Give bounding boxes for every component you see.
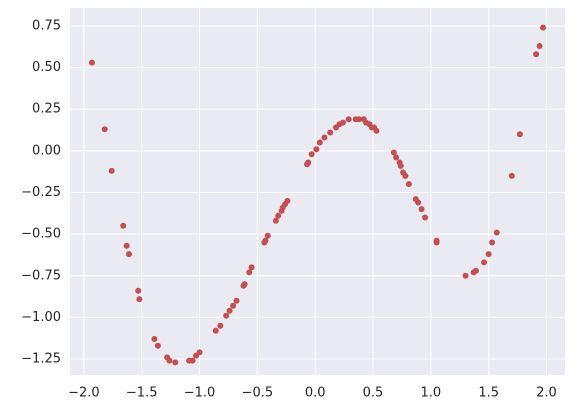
point [485,251,492,258]
y-tick-label: −1.00 [21,310,61,325]
x-tick-label: 1.0 [420,386,441,401]
point [493,229,500,236]
point [101,126,108,133]
point [472,267,479,274]
y-tick-label: −0.75 [21,268,61,283]
point [226,307,233,314]
point [88,59,95,66]
point [393,154,400,161]
point [422,214,429,221]
point [123,242,130,249]
x-tick-label: −1.5 [126,386,158,401]
point [390,149,397,156]
point [154,342,161,349]
x-tick-label: −0.5 [242,386,274,401]
point [339,119,346,126]
point [151,336,158,343]
point [230,302,237,309]
point [313,146,320,153]
point [135,287,142,294]
point [166,357,173,364]
y-tick-label: 0.25 [32,102,61,117]
point [275,212,282,219]
y-tick-label: −0.50 [21,227,61,242]
point [397,162,404,169]
point [305,159,312,166]
point [284,197,291,204]
point [536,42,543,49]
y-tick-label: −1.25 [21,352,61,367]
x-tick-label: −2.0 [68,386,100,401]
point [402,172,409,179]
y-tick-label: 0.75 [32,18,61,33]
point [356,116,363,123]
point [308,151,315,158]
y-tick-label: 0.50 [32,60,61,75]
point [433,239,440,246]
x-tick-label: 1.5 [478,386,499,401]
point [462,272,469,279]
point [345,116,352,123]
y-tick-label: −0.25 [21,185,61,200]
point [246,269,253,276]
point [212,327,219,334]
point [217,322,224,329]
point [233,297,240,304]
point [172,359,179,366]
point [533,51,540,58]
x-tick-label: −1.0 [184,386,216,401]
point [540,24,547,31]
point [516,131,523,138]
point [272,217,279,224]
point [120,222,127,229]
y-tick-label: 0.00 [32,143,61,158]
point [264,232,271,239]
point [418,206,425,213]
point [508,172,515,179]
point [415,199,422,206]
point [136,296,143,303]
point [489,239,496,246]
point [405,181,412,188]
point [125,251,132,258]
point [262,237,269,244]
point [327,129,334,136]
point [316,139,323,146]
plot-area [70,8,565,375]
point [321,134,328,141]
point [373,127,380,134]
x-tick-label: 0.5 [363,386,384,401]
point [241,281,248,288]
point [248,264,255,271]
point [189,357,196,364]
point [196,349,203,356]
point [481,259,488,266]
x-tick-label: 0.0 [305,386,326,401]
x-tick-label: 2.0 [536,386,557,401]
point [223,312,230,319]
point [108,167,115,174]
